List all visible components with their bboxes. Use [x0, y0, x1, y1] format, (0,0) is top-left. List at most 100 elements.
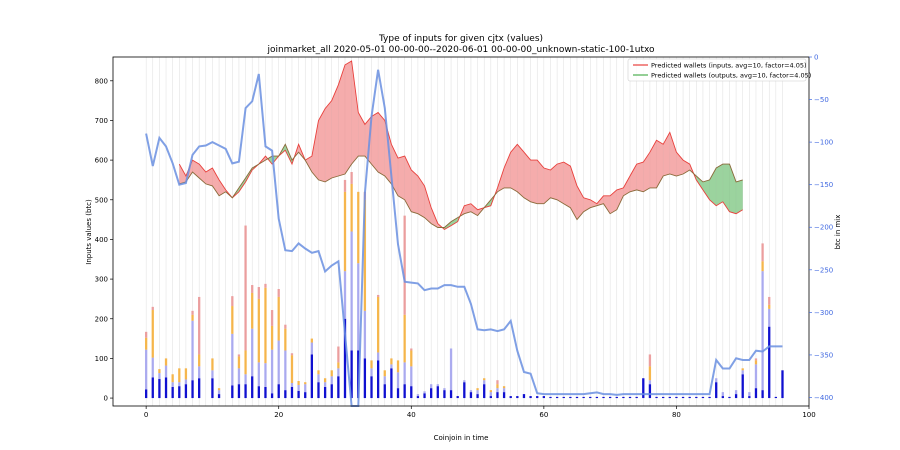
bar-segment	[257, 362, 260, 387]
bar-segment	[469, 390, 473, 393]
fill-segment	[345, 60, 352, 174]
bar-segment	[376, 360, 380, 399]
fill-segment	[504, 152, 511, 188]
bar-segment	[297, 390, 300, 399]
fill-segment	[205, 168, 213, 186]
legend-label-inputs: Predicted wallets (inputs, avg=10, facto…	[651, 62, 807, 70]
bar-segment	[721, 396, 724, 399]
bar-segment	[642, 378, 645, 399]
bar-segment	[615, 396, 618, 399]
bar-segment	[363, 310, 367, 359]
bar-segment	[562, 396, 565, 399]
bar-segment	[768, 304, 771, 309]
bar-segment	[648, 366, 652, 381]
bar-segment	[449, 390, 453, 399]
y-tick-label: 500	[95, 196, 108, 204]
bar-segment	[708, 396, 711, 399]
bar-segment	[304, 384, 307, 393]
bar-segment	[244, 225, 247, 351]
fill-segment	[305, 156, 312, 173]
bar-segment	[211, 358, 214, 371]
bar-segment	[383, 376, 386, 385]
bar-segment	[496, 388, 499, 393]
fill-segment	[451, 217, 458, 226]
fill-segment	[325, 100, 332, 182]
bar-segment	[151, 357, 154, 378]
bar-segment	[290, 353, 294, 356]
bar-segment	[430, 384, 433, 389]
bar-segment	[217, 394, 221, 399]
fill-segment	[630, 164, 637, 192]
bar-segment	[403, 314, 406, 363]
fill-segment	[219, 179, 226, 196]
bar-segment	[198, 296, 201, 355]
bar-segment	[191, 310, 194, 315]
bar-segment	[483, 384, 486, 399]
bar-segment	[264, 386, 267, 399]
bar-segment	[734, 390, 738, 395]
fill-segment	[331, 84, 339, 178]
bar-segment	[754, 358, 758, 361]
bar-segment	[754, 364, 758, 389]
fill-segment	[603, 195, 611, 214]
legend: Predicted wallets (inputs, avg=10, facto…	[627, 58, 811, 82]
bar-segment	[741, 370, 744, 375]
fill-segment	[669, 132, 677, 176]
bar-segment	[376, 294, 380, 297]
bar-segment	[264, 283, 267, 288]
bar-segment	[602, 396, 605, 399]
bar-segment	[416, 396, 420, 399]
right-tick-label: −300	[814, 309, 833, 317]
bar-segment	[184, 379, 188, 385]
bar-segment	[502, 388, 506, 393]
y-tick-label: 600	[95, 157, 108, 165]
bar-segment	[443, 390, 446, 399]
fill-segment	[729, 164, 737, 214]
bar-segment	[542, 396, 546, 399]
bar-segment	[761, 243, 764, 262]
bar-segment	[655, 396, 658, 399]
bar-segment	[403, 384, 406, 399]
bar-segment	[323, 386, 327, 399]
bar-segment	[463, 382, 466, 399]
bar-segment	[416, 394, 420, 397]
bar-segment	[363, 199, 367, 311]
bar-segment	[410, 386, 413, 399]
right-axis-label: btc in mix	[834, 215, 842, 250]
x-tick-label: 60	[539, 411, 548, 419]
chart-title: Type of inputs for given cjtx (values)	[378, 34, 543, 44]
bar-segment	[768, 326, 771, 399]
bar-segment	[337, 362, 340, 369]
bar-segment	[211, 370, 214, 379]
bar-segment	[144, 389, 148, 399]
bar-segment	[277, 384, 280, 399]
bar-segment	[284, 390, 287, 399]
bar-segment	[662, 396, 665, 399]
bar-segment	[350, 183, 353, 232]
bar-segment	[184, 368, 188, 380]
bar-segment	[569, 396, 572, 399]
bar-segment	[648, 380, 652, 385]
bar-segment	[310, 338, 314, 343]
bar-segment	[343, 271, 347, 319]
bar-segment	[257, 287, 260, 299]
fill-segment	[378, 112, 385, 176]
bar-segment	[761, 261, 764, 272]
bar-segment	[270, 349, 274, 394]
fill-segment	[649, 140, 657, 188]
bar-segment	[191, 320, 194, 381]
x-axis-label: Coinjoin in time	[434, 434, 489, 442]
right-tick-label: −200	[814, 224, 833, 232]
bar-segment	[343, 318, 347, 399]
bar-segment	[357, 350, 360, 399]
bar-segment	[251, 376, 254, 399]
bar-segment	[582, 396, 585, 399]
bar-segment	[390, 368, 393, 399]
bar-segment	[211, 378, 214, 399]
bar-segment	[350, 172, 353, 184]
bar-segment	[290, 386, 294, 399]
bar-segment	[363, 358, 367, 399]
fill-segment	[623, 175, 631, 196]
bar-segment	[410, 348, 413, 351]
